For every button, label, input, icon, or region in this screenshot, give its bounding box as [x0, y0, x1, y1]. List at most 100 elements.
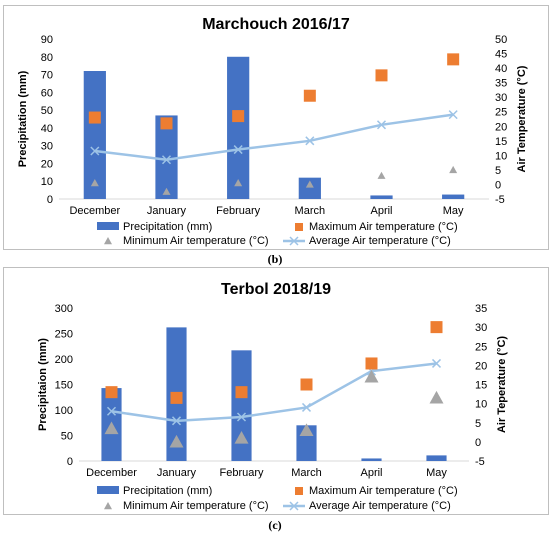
legend-swatch-max-temp — [295, 223, 303, 231]
precipitation-bar — [370, 195, 393, 199]
legend-swatch-avg-temp-marker — [289, 501, 299, 511]
max-temp-point — [88, 111, 101, 124]
y-axis-title: Precipitation (mm) — [17, 70, 29, 167]
y-tick-label: 30 — [41, 141, 53, 153]
y2-axis-title: Air Teperature (°C) — [496, 336, 508, 433]
y-tick-label: 40 — [41, 123, 53, 135]
precipitation-bar — [361, 458, 382, 461]
x-tick-label: May — [443, 205, 464, 217]
caption-c: (c) — [268, 518, 282, 532]
average-temp-point — [431, 358, 442, 368]
y2-tick-label: -5 — [475, 456, 485, 468]
y-tick-label: 80 — [41, 52, 53, 64]
max-temp-point — [430, 321, 443, 334]
x-tick-label: February — [219, 467, 264, 479]
y2-tick-label: 15 — [475, 380, 487, 392]
average-temp-point — [106, 406, 117, 416]
legend-label-min-temp: Minimum Air temperature (°C) — [123, 235, 269, 247]
y2-tick-label: 30 — [475, 322, 487, 334]
y-tick-label: 0 — [47, 194, 53, 206]
max-temp-point — [300, 378, 313, 391]
x-tick-label: February — [216, 205, 261, 217]
y2-tick-label: 5 — [475, 418, 481, 430]
legend-label-max-temp: Maximum Air temperature (°C) — [309, 221, 458, 233]
average-temp-point — [376, 120, 387, 130]
average-temp-line — [111, 362, 437, 423]
legend-label-avg-temp: Average Air temperature (°C) — [309, 235, 451, 247]
y-tick-label: 60 — [41, 87, 53, 99]
max-temp-point — [375, 69, 388, 82]
average-temp-line — [94, 113, 454, 161]
y2-tick-label: 25 — [475, 341, 487, 353]
y-tick-label: 200 — [55, 354, 73, 366]
average-temp-point — [90, 146, 100, 156]
y2-tick-label: 0 — [475, 437, 481, 449]
y2-tick-label: -5 — [495, 194, 505, 206]
y-tick-label: 100 — [55, 405, 73, 417]
min-temp-point — [234, 179, 243, 187]
max-temp-point — [365, 357, 378, 370]
chart-title: Terbol 2018/19 — [221, 281, 331, 298]
max-temp-point — [105, 386, 118, 399]
x-tick-label: December — [86, 467, 137, 479]
y2-tick-label: 35 — [475, 303, 487, 315]
precipitation-bar — [227, 56, 250, 200]
y-tick-label: 70 — [41, 70, 53, 82]
min-temp-point — [169, 434, 184, 448]
y2-tick-label: 40 — [495, 63, 507, 75]
min-temp-point — [234, 431, 249, 444]
y-tick-label: 50 — [41, 105, 53, 117]
legend-swatch-avg-temp-marker — [289, 236, 299, 246]
x-tick-label: April — [360, 467, 382, 479]
min-temp-point — [90, 179, 99, 187]
y-tick-label: 20 — [41, 158, 53, 170]
max-temp-point — [160, 117, 173, 130]
chart-marchouch: Marchouch 2016/17 0 10 20 30 40 50 60 70 80 90 -5 0 5… — [17, 16, 528, 247]
min-temp-point — [377, 171, 386, 179]
average-temp-point — [301, 402, 312, 412]
average-temp-point — [171, 416, 182, 426]
y2-tick-label: 5 — [495, 165, 501, 177]
caption-b: (b) — [267, 252, 283, 266]
y2-tick-label: 50 — [495, 34, 507, 46]
precipitation-bar — [155, 115, 178, 199]
y2-axis-title: Air Temperature (°C) — [516, 65, 528, 172]
y-tick-label: 10 — [41, 176, 53, 188]
legend-swatch-max-temp — [295, 487, 303, 495]
max-temp-point — [303, 89, 316, 102]
min-temp-point — [299, 423, 314, 436]
legend-swatch-precipitation — [97, 486, 119, 494]
y2-tick-label: 15 — [495, 136, 507, 148]
y-axis-title: Precipitaion (mm) — [37, 338, 49, 431]
average-temp-point — [161, 155, 172, 165]
legend-label-min-temp: Minimum Air temperature (°C) — [123, 500, 269, 512]
y2-tick-label: 25 — [495, 107, 507, 119]
y2-tick-label: 45 — [495, 49, 507, 61]
x-tick-label: March — [295, 205, 326, 217]
average-temp-point — [448, 110, 458, 120]
y-tick-label: 90 — [41, 34, 53, 46]
average-temp-point — [233, 145, 243, 155]
chart-terbol: Terbol 2018/19 0 50 100 150 200 250 300 -5 0 5 10 15… — [37, 281, 508, 512]
legend-swatch-precipitation — [97, 222, 119, 230]
y2-tick-label: 10 — [475, 399, 487, 411]
min-temp-point — [305, 180, 314, 188]
chart-title: Marchouch 2016/17 — [202, 16, 350, 33]
max-temp-point — [447, 53, 460, 66]
chart-panel-terbol: Terbol 2018/19 0 50 100 150 200 250 300 -5 0 5 10 15… — [3, 267, 549, 515]
precipitation-bar — [231, 350, 252, 461]
legend-swatch-min-temp — [104, 502, 112, 510]
legend-label-avg-temp: Average Air temperature (°C) — [309, 500, 451, 512]
max-temp-point — [232, 110, 245, 123]
average-temp-point — [236, 412, 247, 422]
y2-tick-label: 20 — [475, 360, 487, 372]
y-tick-label: 300 — [55, 303, 73, 315]
precipitation-bar — [426, 455, 447, 461]
legend-swatch-min-temp — [104, 237, 112, 245]
chart-panel-marchouch: Marchouch 2016/17 0 10 20 30 40 50 60 70 80 90 -5 0 5… — [3, 5, 549, 250]
x-tick-label: January — [157, 467, 197, 479]
y2-tick-label: 30 — [495, 92, 507, 104]
legend-label-precipitation: Precipitation (mm) — [123, 221, 212, 233]
x-tick-label: December — [69, 205, 120, 217]
min-temp-point — [449, 165, 458, 174]
